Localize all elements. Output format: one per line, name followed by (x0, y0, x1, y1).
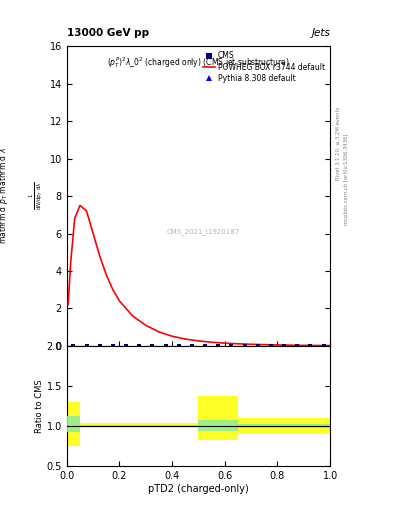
POWHEG BOX r3744 default (301, 343, 306, 349)
POWHEG BOX r3744 default (236, 341, 241, 347)
Pythia 8.308 default (137, 343, 141, 349)
Text: 13000 GeV pp: 13000 GeV pp (67, 28, 149, 38)
CMS (150, 343, 155, 349)
Pythia 8.308 default (203, 343, 208, 349)
Pythia 8.308 default (97, 343, 102, 349)
Text: Jets: Jets (311, 28, 330, 38)
CMS (295, 343, 299, 349)
POWHEG BOX r3744 default (209, 339, 214, 345)
POWHEG BOX r3744 default (249, 341, 253, 347)
POWHEG BOX r3744 default (104, 272, 108, 278)
X-axis label: pTD2 (charged-only): pTD2 (charged-only) (148, 483, 249, 494)
POWHEG BOX r3744 default (170, 333, 174, 339)
Pythia 8.308 default (176, 343, 181, 349)
Text: Rivet 3.1.10, ≥ 3.2M events: Rivet 3.1.10, ≥ 3.2M events (336, 106, 341, 180)
Text: $(p_T^P)^2\lambda\_0^2$ (charged only) (CMS jet substructure): $(p_T^P)^2\lambda\_0^2$ (charged only) (… (107, 55, 290, 70)
Text: CMS_2021_I1920187: CMS_2021_I1920187 (167, 229, 241, 236)
Pythia 8.308 default (71, 343, 76, 349)
Line: CMS: CMS (72, 344, 325, 347)
CMS (321, 343, 326, 349)
Bar (198, 420, 238, 431)
Pythia 8.308 default (242, 343, 247, 349)
Bar (238, 423, 330, 429)
Pythia 8.308 default (124, 343, 129, 349)
POWHEG BOX r3744 default (84, 208, 89, 214)
POWHEG BOX r3744 default (196, 338, 201, 344)
Pythia 8.308 default (163, 343, 168, 349)
POWHEG BOX r3744 default (68, 259, 73, 265)
POWHEG BOX r3744 default (143, 322, 148, 328)
Pythia 8.308 default (229, 343, 234, 349)
CMS (124, 343, 129, 349)
CMS (268, 343, 273, 349)
Pythia 8.308 default (282, 343, 286, 349)
POWHEG BOX r3744 default (156, 329, 162, 335)
CMS (216, 343, 220, 349)
POWHEG BOX r3744 default (110, 287, 115, 293)
Pythia 8.308 default (255, 343, 260, 349)
Bar (67, 416, 80, 432)
POWHEG BOX r3744 default (130, 313, 135, 319)
Y-axis label: mathrm d$^2$N
mathrm d $p_T$ mathrm d $\lambda$

$\frac{1}{\mathrm{d}N / \mathrm: mathrm d$^2$N mathrm d $p_T$ mathrm d $\… (0, 147, 44, 244)
CMS (97, 343, 102, 349)
CMS (308, 343, 313, 349)
Pythia 8.308 default (308, 343, 313, 349)
POWHEG BOX r3744 default (262, 342, 267, 348)
POWHEG BOX r3744 default (275, 342, 280, 348)
CMS (163, 343, 168, 349)
CMS (176, 343, 181, 349)
Pythia 8.308 default (150, 343, 155, 349)
CMS (229, 343, 234, 349)
POWHEG BOX r3744 default (117, 298, 122, 304)
Pythia 8.308 default (216, 343, 220, 349)
POWHEG BOX r3744 default (72, 216, 77, 222)
CMS (137, 343, 141, 349)
Legend: CMS, POWHEG BOX r3744 default, Pythia 8.308 default: CMS, POWHEG BOX r3744 default, Pythia 8.… (202, 50, 326, 84)
Line: POWHEG BOX r3744 default: POWHEG BOX r3744 default (68, 205, 330, 346)
POWHEG BOX r3744 default (78, 202, 83, 208)
Line: Pythia 8.308 default: Pythia 8.308 default (72, 344, 325, 347)
CMS (203, 343, 208, 349)
Y-axis label: Ratio to CMS: Ratio to CMS (35, 379, 44, 433)
POWHEG BOX r3744 default (314, 343, 319, 349)
POWHEG BOX r3744 default (183, 336, 188, 342)
Pythia 8.308 default (268, 343, 273, 349)
Pythia 8.308 default (295, 343, 299, 349)
POWHEG BOX r3744 default (222, 340, 227, 346)
POWHEG BOX r3744 default (97, 253, 102, 259)
POWHEG BOX r3744 default (328, 343, 332, 349)
Bar (198, 396, 238, 440)
CMS (282, 343, 286, 349)
POWHEG BOX r3744 default (91, 230, 95, 237)
Text: mcplots.cern.ch [arXiv:1306.3436]: mcplots.cern.ch [arXiv:1306.3436] (344, 134, 349, 225)
CMS (255, 343, 260, 349)
CMS (71, 343, 76, 349)
Bar (80, 425, 198, 427)
POWHEG BOX r3744 default (66, 302, 70, 308)
CMS (110, 343, 115, 349)
CMS (189, 343, 194, 349)
Pythia 8.308 default (110, 343, 115, 349)
Pythia 8.308 default (321, 343, 326, 349)
Bar (80, 423, 198, 429)
CMS (242, 343, 247, 349)
Bar (238, 418, 330, 434)
Bar (67, 402, 80, 446)
Pythia 8.308 default (189, 343, 194, 349)
Pythia 8.308 default (84, 343, 89, 349)
CMS (84, 343, 89, 349)
POWHEG BOX r3744 default (288, 342, 293, 348)
